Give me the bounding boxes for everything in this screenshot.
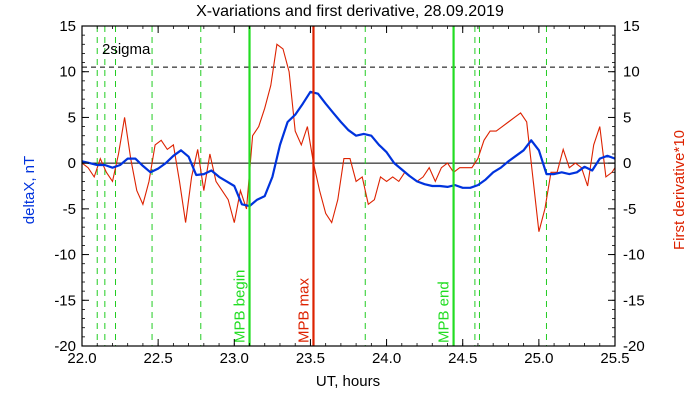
annotation-layer: MPB begin MPB max MPB end (232, 26, 455, 346)
mpb-max-label: MPB max (296, 277, 313, 343)
y-tick-label-left: 10 (59, 64, 76, 81)
chart-title: X-variations and first derivative, 28.09… (196, 3, 504, 20)
y-tick-label-right: 15 (623, 18, 640, 35)
x-axis-label: UT, hours (316, 373, 380, 390)
y-tick-label-left: 0 (68, 155, 76, 172)
y-tick-label-right: -20 (623, 338, 645, 355)
y-tick-label-left: -5 (63, 201, 76, 218)
x-tick-label: 23.0 (220, 350, 249, 367)
y-tick-label-left: -10 (54, 247, 76, 264)
y-tick-label-right: 10 (623, 64, 640, 81)
y-tick-label-left: -15 (54, 292, 76, 309)
x-tick-label: 25.0 (524, 350, 553, 367)
y-tick-label-left: 15 (59, 18, 76, 35)
sigma-label: 2sigma (102, 41, 151, 58)
y-tick-label-right: -15 (623, 292, 645, 309)
y-tick-label-left: 5 (68, 109, 76, 126)
y-tick-label-right: -10 (623, 247, 645, 264)
x-tick-label: 24.0 (372, 350, 401, 367)
x-tick-label: 23.5 (296, 350, 325, 367)
x-tick-label: 22.0 (67, 350, 96, 367)
y-tick-label-right: -5 (623, 201, 636, 218)
deltax-series-line (81, 90, 616, 208)
y-tick-label-right: 5 (623, 109, 631, 126)
y-tick-label-left: -20 (54, 338, 76, 355)
right-axis-label: First derivative*10 (671, 130, 688, 250)
series-layer (81, 43, 616, 232)
left-axis-label: deltaX, nT (21, 156, 38, 224)
mpb-begin-label: MPB begin (232, 270, 249, 343)
plot-frame (81, 25, 616, 347)
x-tick-label: 22.5 (144, 350, 173, 367)
y-tick-label-right: 0 (623, 155, 631, 172)
axis-layer: 22.0 22.5 23.0 23.5 24.0 24.5 25.0 25.5 15 15 10 10… (54, 18, 644, 367)
derivative-series-line (81, 43, 616, 232)
mpb-end-label: MPB end (436, 281, 453, 343)
x-tick-label: 24.5 (448, 350, 477, 367)
x-tick-label: 25.5 (600, 350, 629, 367)
